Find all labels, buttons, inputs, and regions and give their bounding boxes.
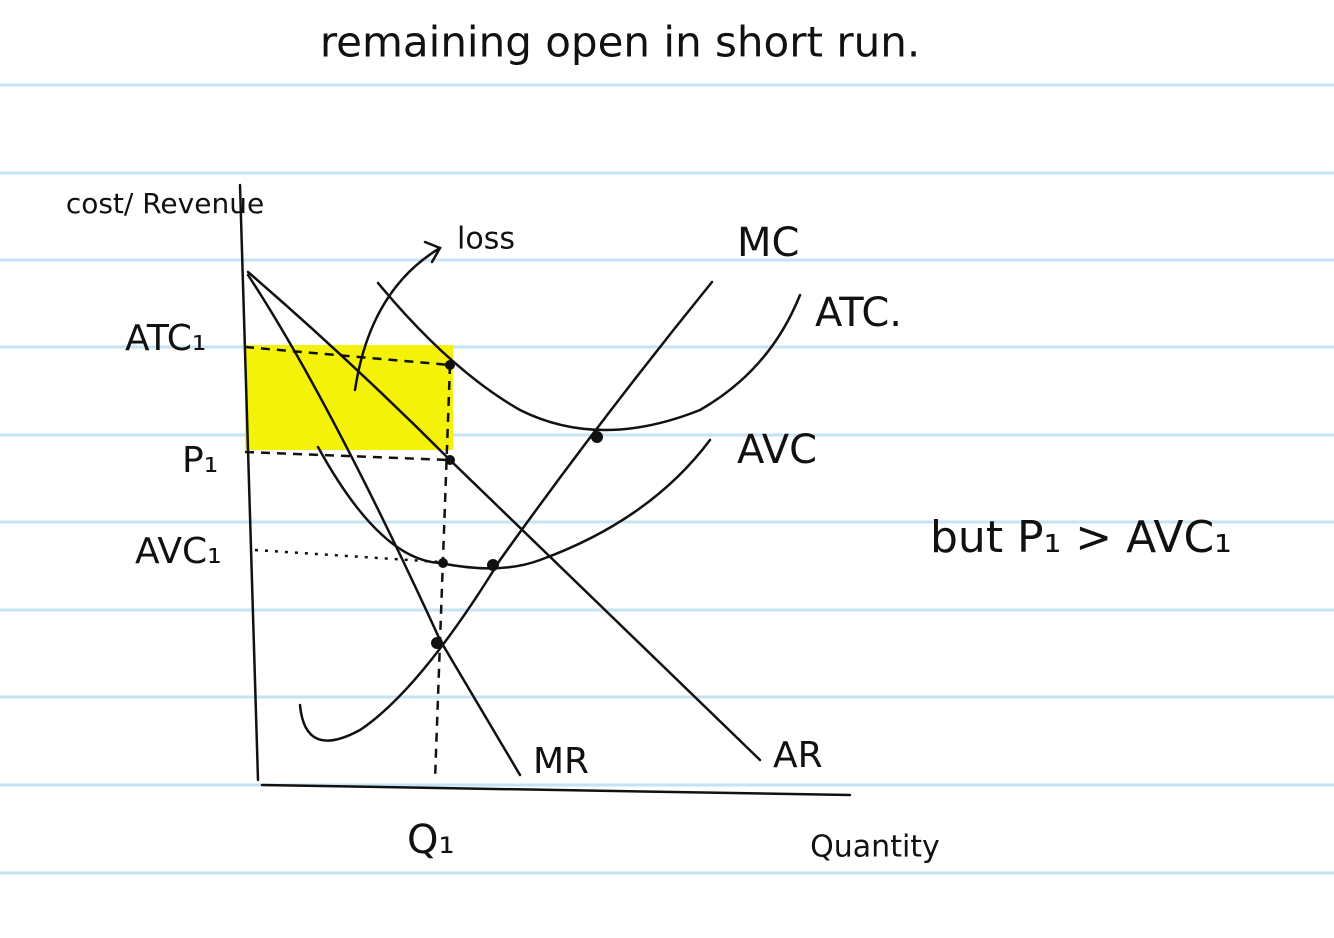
mr-label: MR bbox=[533, 741, 589, 782]
price-guide bbox=[244, 450, 451, 462]
loss-area bbox=[245, 345, 453, 450]
ar-label: AR bbox=[773, 735, 823, 776]
mc-label: MC bbox=[737, 220, 799, 266]
ar-curve bbox=[246, 270, 762, 762]
atc-curve bbox=[376, 281, 802, 432]
y-axis-label: cost/ Revenue bbox=[66, 187, 264, 220]
avc-curve bbox=[316, 438, 712, 570]
avc-level-label: AVC₁ bbox=[135, 531, 222, 572]
mr-curve bbox=[246, 273, 522, 777]
ruled-lines bbox=[0, 83, 1334, 875]
avc-label: AVC bbox=[737, 427, 817, 473]
intersections bbox=[431, 360, 603, 649]
x-axis bbox=[260, 783, 852, 797]
quantity-label: Q₁ bbox=[407, 817, 455, 863]
loss-label: loss bbox=[457, 222, 515, 257]
heading: remaining open in short run. bbox=[320, 18, 920, 67]
avc-guide bbox=[254, 548, 441, 564]
x-axis-label: Quantity bbox=[810, 830, 940, 865]
y-axis bbox=[238, 183, 260, 782]
loss-arrow bbox=[353, 240, 442, 392]
atc-guide bbox=[244, 345, 451, 367]
mc-curve bbox=[298, 280, 714, 742]
price-level-label: P₁ bbox=[182, 440, 218, 481]
atc-label: ATC. bbox=[815, 290, 902, 336]
note: but P₁ > AVC₁ bbox=[930, 512, 1232, 563]
quantity-guide bbox=[433, 364, 452, 781]
atc-level-label: ATC₁ bbox=[125, 318, 206, 359]
